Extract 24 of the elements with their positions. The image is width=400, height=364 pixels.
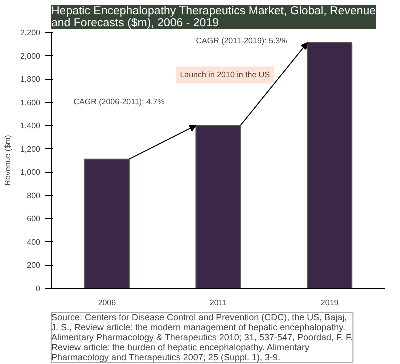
y-tick-label: 400 [27,238,42,247]
y-tick-label: 0 [36,284,42,294]
annotation: Launch in 2010 in the US [180,70,270,80]
x-tick-label: 2011 [210,298,228,308]
bar [196,125,242,288]
y-tick-label: 1,000 [20,168,42,178]
y-tick-label: 800 [27,191,42,200]
bar [307,42,353,288]
x-tick-label: 2019 [320,298,340,308]
y-tick-label: 1,800 [20,75,42,84]
y-tick-label: 1,400 [20,122,42,131]
bar [84,158,130,288]
y-tick-label: 1,200 [20,144,42,154]
chart-title: Hepatic Encephalopathy Therapeutics Market, Global, Revenue and Forecasts ($m), 2006 - 2019 [52,6,376,30]
annotation: CAGR (2006-2011): 4.7% [74,98,165,107]
y-tick-label: 2,000 [20,52,42,61]
annotation: CAGR (2011-2019): 5.3% [196,36,288,46]
y-tick-label: 200 [27,261,42,270]
y-tick-label: 2,200 [20,28,42,38]
y-tick-label: 600 [27,214,42,224]
x-tick-label: 2006 [98,298,117,308]
y-axis-title: Revenue ($m) [3,134,12,186]
source-note: Source: Centers for Disease Control and Prevention (CDC), the US, Bajaj, J. S., Review article: the modern management of hepatic encephalopathy. Alimentary Pharmacology & Therapeutics 2010; 31, 537-547, Poordad, F. F. Review article: the burden of hepatic encephalopathy. Alimentary Pharmacology and Therapeutics 2007; 25 (Suppl. 1), 3-9. [52,312,354,362]
y-tick-label: 1,600 [20,98,42,108]
